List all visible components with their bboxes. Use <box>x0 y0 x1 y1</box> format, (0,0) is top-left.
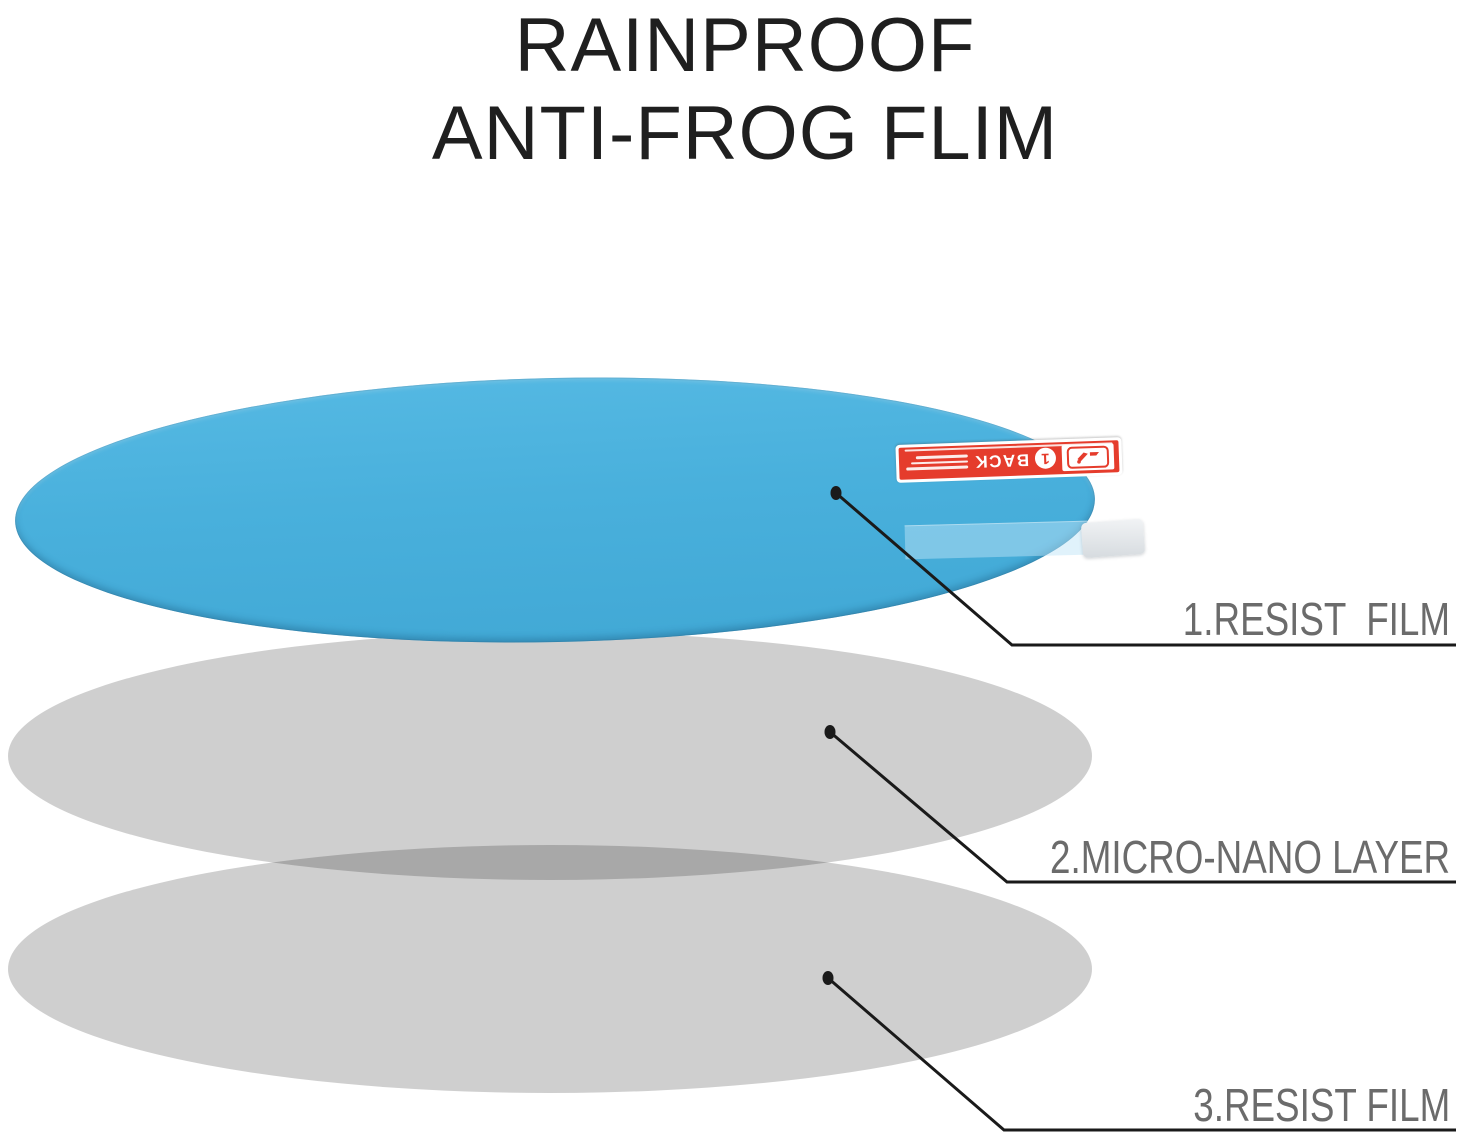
sticker-number-badge: 1 <box>1034 447 1057 470</box>
label-micro-nano-layer: 2.MICRO-NANO LAYER <box>1049 831 1450 883</box>
back-sticker-red-area: 1 BACK <box>898 440 1120 480</box>
back-sticker: 1 BACK <box>895 437 1123 483</box>
sticker-fine-print <box>904 454 969 471</box>
layer-1-resist-film-oval <box>12 366 1098 654</box>
sticker-back-label: BACK <box>973 450 1030 472</box>
film-liner-strip <box>904 520 1089 560</box>
peel-tab <box>1080 518 1146 559</box>
peel-instruction-icon <box>1061 443 1115 472</box>
label-resist-film-3: 3.RESIST FILM <box>1193 1079 1450 1131</box>
title-line-1: RAINPROOF <box>514 3 976 88</box>
label-resist-film-1: 1.RESIST FILM <box>1182 593 1450 645</box>
layer-3-resist-film-oval <box>8 845 1092 1093</box>
layer-2-micro-nano-oval <box>8 632 1092 880</box>
title-line-2: ANTI-FROG FLIM <box>431 91 1059 176</box>
film-corner-icon <box>1077 451 1099 464</box>
page-title: RAINPROOF ANTI-FROG FLIM <box>32 2 1458 178</box>
